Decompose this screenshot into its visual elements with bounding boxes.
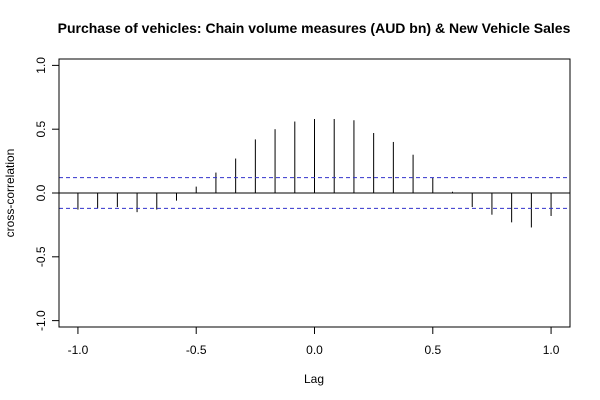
confidence-band — [59, 177, 570, 209]
y-tick-label: -0.5 — [34, 246, 48, 267]
y-tick-label: 0.0 — [34, 184, 48, 201]
x-tick-label: -1.0 — [68, 343, 89, 357]
chart-title: Purchase of vehicles: Chain volume measu… — [58, 20, 571, 36]
y-tick-label: -1.0 — [34, 310, 48, 331]
x-tick-label: 0.0 — [306, 343, 323, 357]
x-tick-label: 0.5 — [424, 343, 441, 357]
x-tick-label: -0.5 — [186, 343, 207, 357]
x-axis: -1.0 -0.5 0.0 0.5 1.0 — [68, 326, 560, 357]
y-tick-label: 0.5 — [34, 121, 48, 138]
y-tick-label: 1.0 — [34, 57, 48, 74]
bars-group — [59, 118, 570, 228]
x-axis-label: Lag — [304, 372, 324, 386]
y-axis-label: cross-correlation — [3, 149, 17, 238]
x-tick-label: 1.0 — [543, 343, 560, 357]
y-axis: -1.0 -0.5 0.0 0.5 1.0 — [34, 57, 60, 331]
